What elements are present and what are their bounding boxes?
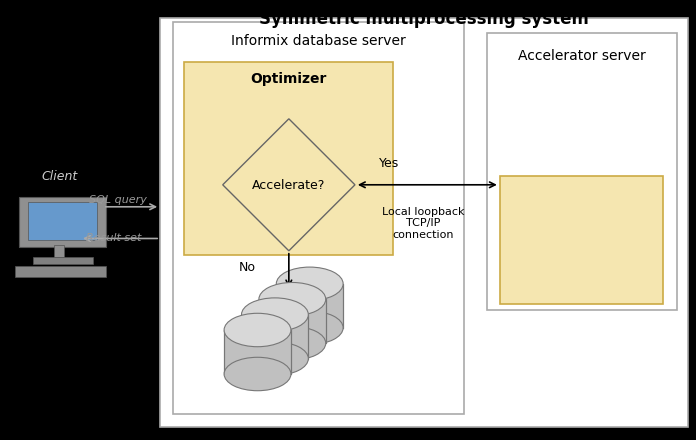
Polygon shape (223, 119, 355, 251)
Text: Local loopback
TCP/IP
connection: Local loopback TCP/IP connection (382, 207, 464, 240)
Text: Result set: Result set (86, 233, 141, 242)
FancyBboxPatch shape (500, 176, 663, 304)
Text: Accelerator server: Accelerator server (518, 49, 646, 63)
Text: Accelerate?: Accelerate? (252, 179, 326, 192)
FancyBboxPatch shape (184, 62, 393, 255)
Ellipse shape (276, 267, 343, 301)
Ellipse shape (242, 298, 308, 331)
FancyBboxPatch shape (487, 33, 677, 310)
Text: No: No (239, 260, 255, 274)
FancyBboxPatch shape (33, 257, 93, 264)
Text: Optimizer: Optimizer (251, 72, 327, 86)
Text: Informix database server: Informix database server (230, 34, 406, 48)
Polygon shape (242, 315, 308, 359)
FancyBboxPatch shape (15, 266, 106, 277)
Text: Symmetric multiprocessing system: Symmetric multiprocessing system (259, 10, 589, 28)
FancyBboxPatch shape (28, 202, 97, 240)
Text: SQL query: SQL query (89, 195, 148, 205)
Text: Yes: Yes (379, 157, 400, 170)
Ellipse shape (259, 326, 326, 360)
Polygon shape (224, 330, 291, 374)
FancyBboxPatch shape (160, 18, 688, 427)
FancyBboxPatch shape (173, 22, 464, 414)
FancyBboxPatch shape (54, 245, 64, 257)
Ellipse shape (259, 282, 326, 316)
Ellipse shape (224, 313, 291, 347)
Ellipse shape (276, 311, 343, 345)
Polygon shape (259, 299, 326, 343)
Ellipse shape (242, 342, 308, 375)
Text: Client: Client (41, 169, 77, 183)
FancyBboxPatch shape (19, 197, 106, 247)
Ellipse shape (224, 357, 291, 391)
Polygon shape (276, 284, 343, 328)
